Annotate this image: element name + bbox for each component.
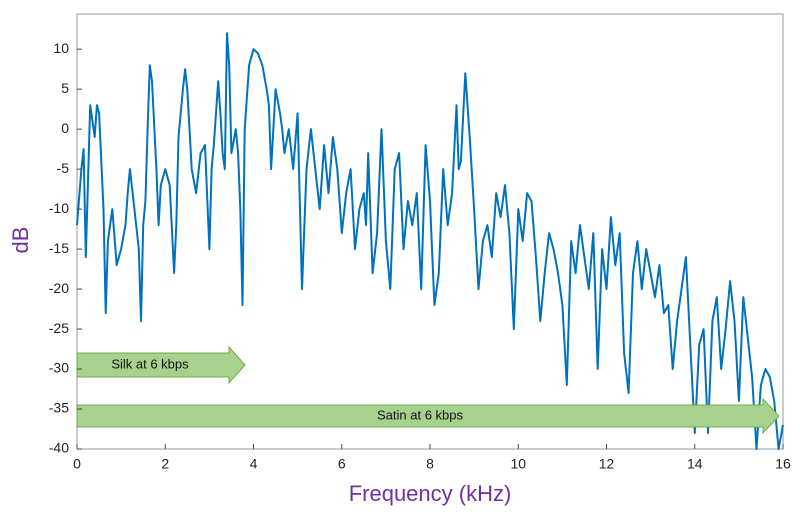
silk-arrow [76, 345, 246, 385]
y-tick-label: -40 [49, 440, 69, 456]
x-tick-label: 6 [338, 456, 346, 472]
x-tick-label: 12 [599, 456, 615, 472]
x-tick-label: 14 [687, 456, 703, 472]
x-tick-label: 2 [161, 456, 169, 472]
x-tick-label: 0 [73, 456, 81, 472]
x-axis-title: Frequency (kHz) [349, 481, 512, 506]
plot-frame [76, 13, 784, 450]
satin-arrow [76, 397, 780, 435]
x-tick-label: 4 [250, 456, 258, 472]
annotations: Silk at 6 kbps Satin at 6 kbps [76, 345, 780, 435]
y-tick-label: -35 [49, 400, 69, 416]
annotation: Satin at 6 kbps [377, 407, 463, 422]
y-tick-label: -15 [49, 240, 69, 256]
y-tick-label: 0 [61, 120, 69, 136]
y-tick-label: 10 [53, 40, 69, 56]
y-tick-label: -10 [49, 200, 69, 216]
y-tick-label: -30 [49, 360, 69, 376]
y-tick-label: -5 [57, 160, 70, 176]
spectrum-line [76, 32, 784, 450]
annotation: Silk at 6 kbps [111, 356, 189, 371]
x-tick-label: 16 [775, 456, 791, 472]
y-tick-label: -20 [49, 280, 69, 296]
x-tick-label: 10 [510, 456, 526, 472]
y-tick-label: -25 [49, 320, 69, 336]
x-tick-label: 8 [426, 456, 434, 472]
y-axis-title: dB [8, 227, 33, 254]
y-tick-label: 5 [61, 80, 69, 96]
